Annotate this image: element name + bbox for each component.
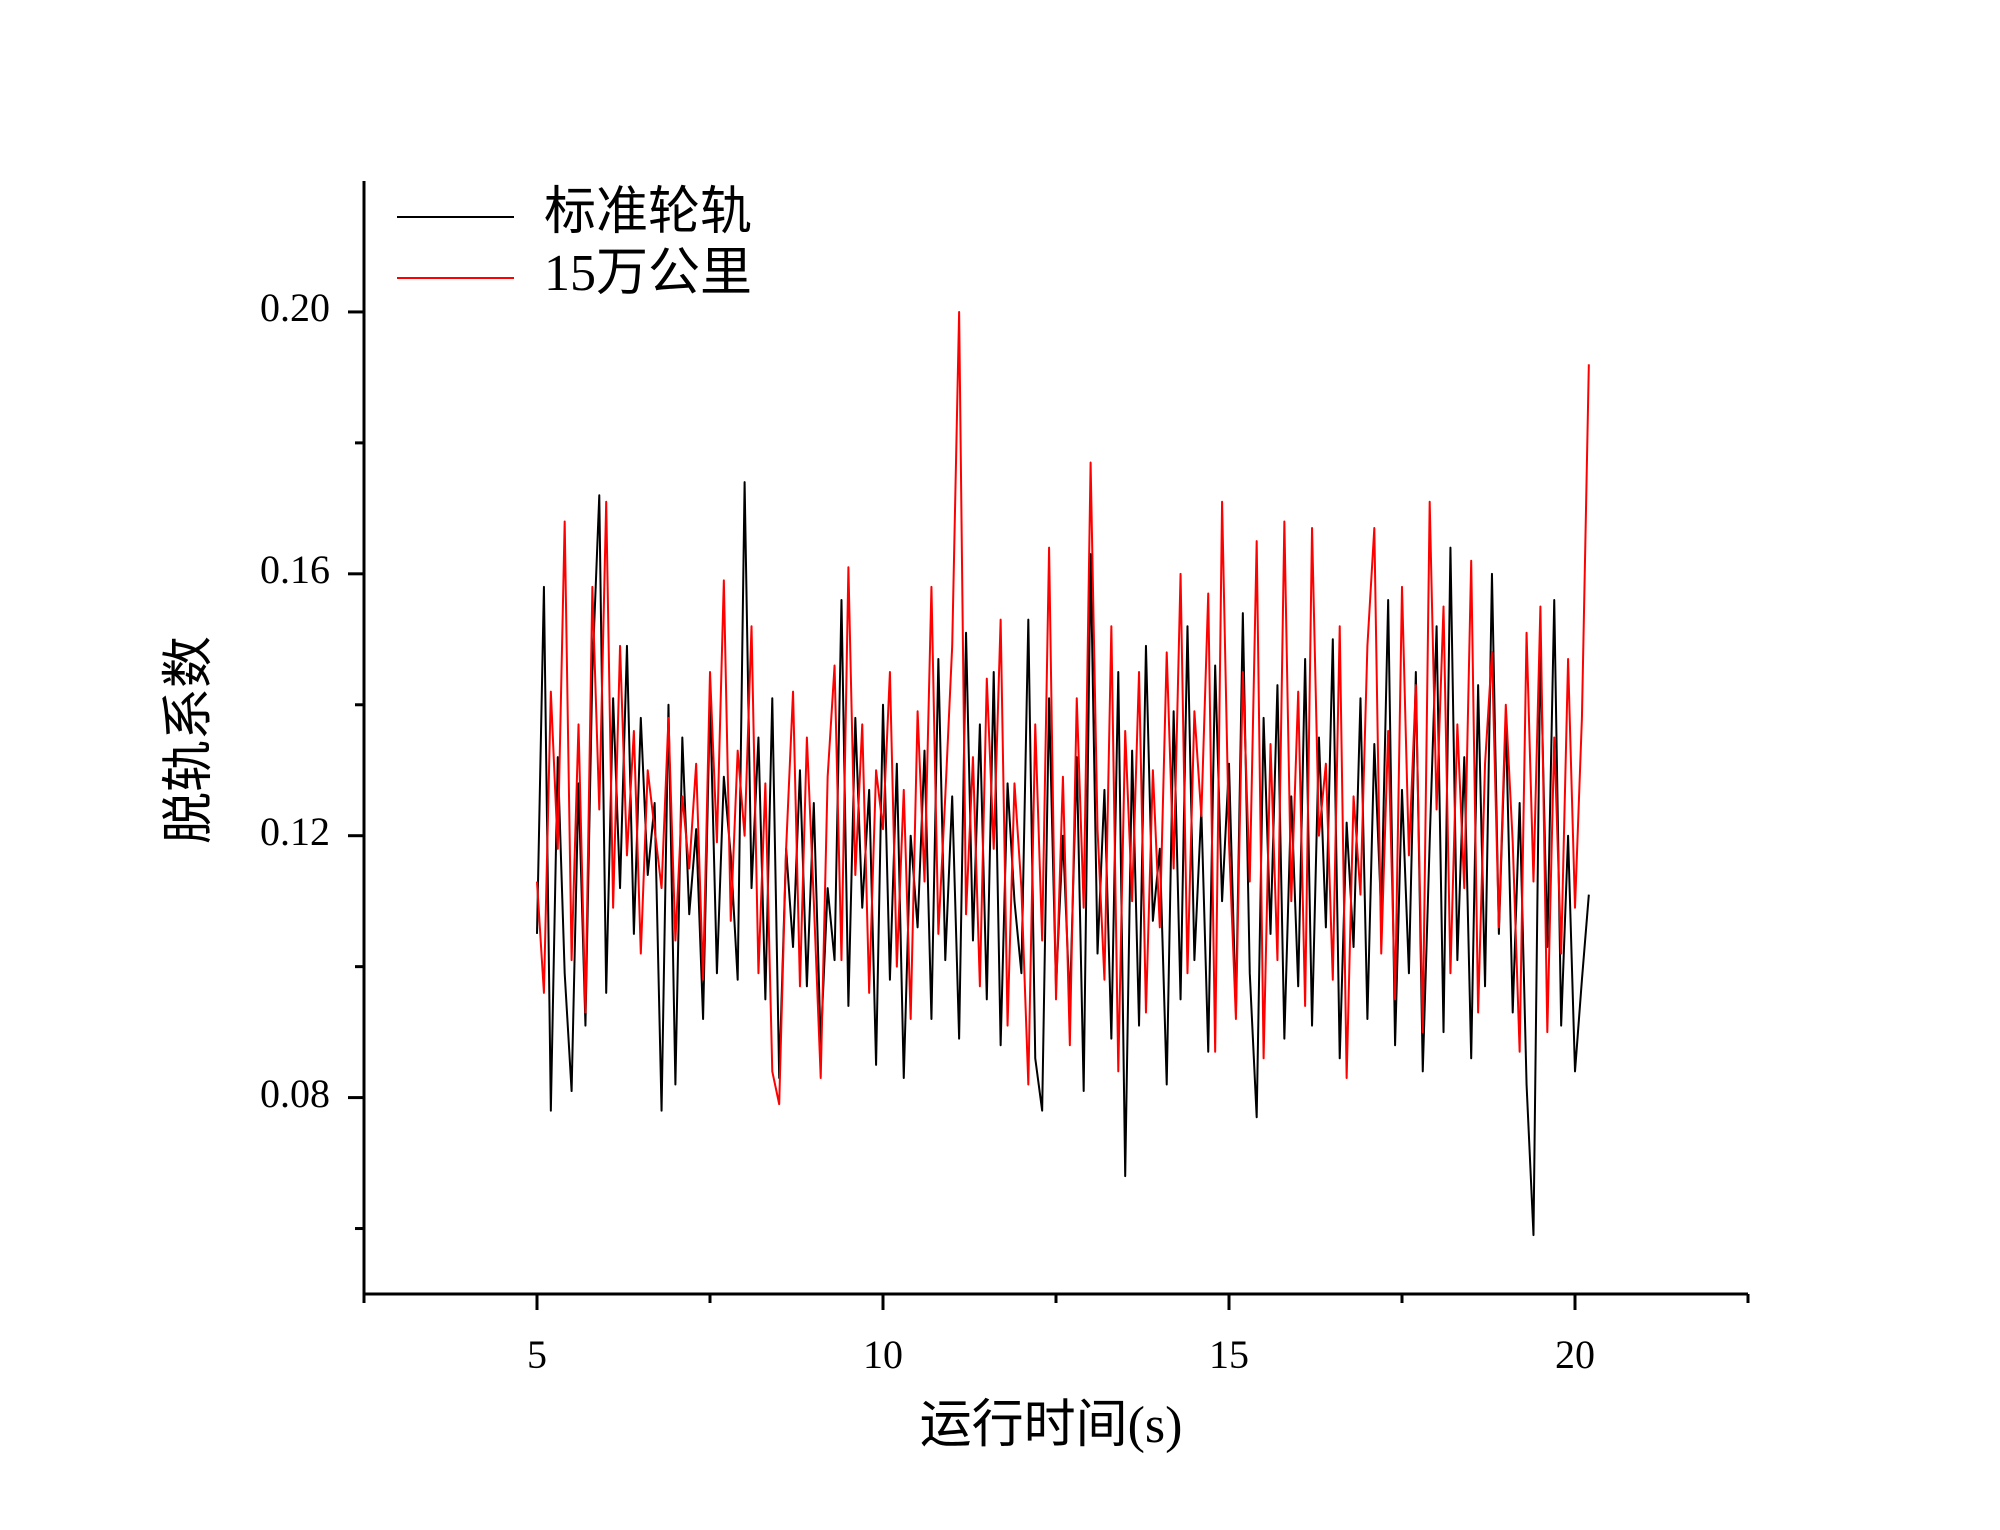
x-tick-label: 10 [863,1332,903,1377]
y-tick-label: 0.20 [260,285,330,330]
x-tick-label: 20 [1555,1332,1595,1377]
data-line [536,481,1590,1237]
y-tick-label: 0.08 [260,1071,330,1116]
x-axis-label: 运行时间(s) [920,1397,1183,1454]
y-axis-label: 脱轨系数 [161,636,218,844]
y-tick-label: 0.16 [260,547,330,592]
x-tick-label: 5 [527,1332,547,1377]
x-tick-label: 15 [1209,1332,1249,1377]
legend-label: 15万公里 [544,245,752,302]
data-line [536,310,1590,1106]
y-tick-label: 0.12 [260,809,330,854]
legend-label: 标准轮轨 [544,184,752,241]
